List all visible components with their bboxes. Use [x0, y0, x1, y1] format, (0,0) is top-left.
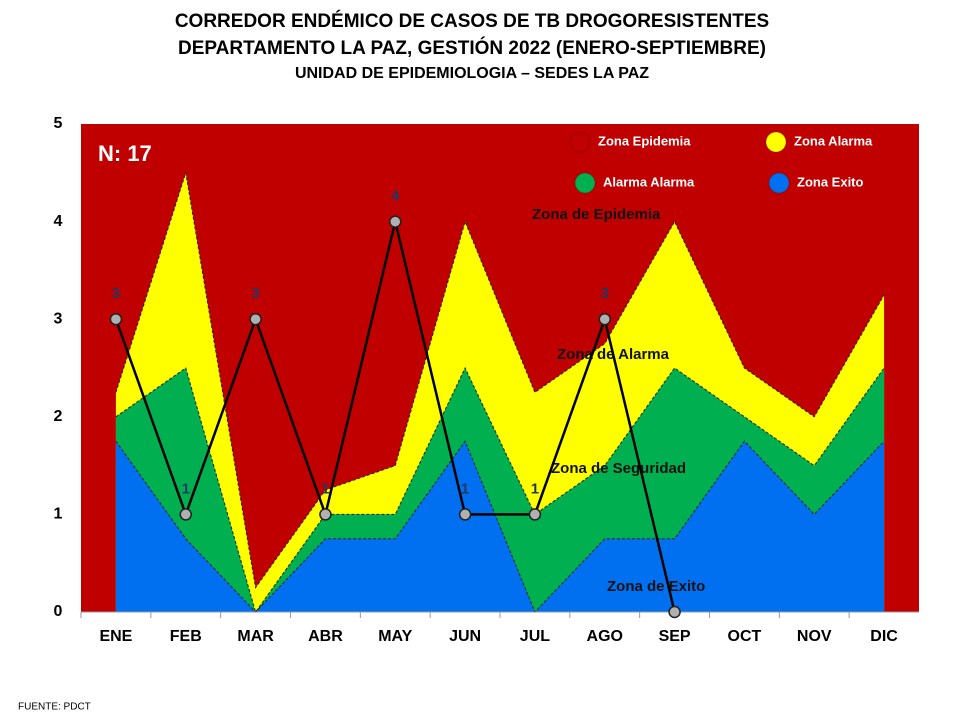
x-tick-label: AGO: [587, 628, 623, 645]
zone-border: [115, 366, 885, 614]
data-label: 4: [391, 188, 400, 205]
x-tick-label: ENE: [99, 628, 132, 645]
point: [528, 508, 542, 521]
annotation: Zona de Exito: [607, 578, 705, 595]
x-tick-label: NOV: [797, 628, 832, 645]
y-tick-label: 4: [54, 213, 63, 230]
legend-label: Alarma Alarma: [603, 174, 695, 189]
point: [179, 508, 192, 521]
x-tick-label: MAY: [378, 628, 412, 645]
chart-title: CORREDOR ENDÉMICO DE CASOS DE TB DROGORE…: [175, 10, 769, 32]
legend-label: Zona Epidemia: [598, 133, 691, 148]
annotation: Zona de Epidemia: [532, 206, 661, 223]
zone-border: [115, 172, 885, 589]
x-tick-label: MAR: [237, 628, 274, 645]
data-label: 3: [601, 285, 609, 302]
data-label: 3: [251, 285, 259, 302]
x-tick-label: FEB: [170, 628, 202, 645]
y-tick-label: 2: [54, 408, 63, 425]
y-tick-label: 0: [54, 603, 63, 620]
point: [109, 312, 123, 326]
chart-subtitle: UNIDAD DE EPIDEMIOLOGIA – SEDES LA PAZ: [295, 65, 649, 82]
data-label: 1: [531, 480, 539, 497]
point: [668, 605, 681, 619]
data-label: 1: [461, 480, 469, 497]
legend-label: Zona Alarma: [794, 133, 873, 148]
x-tick-label: OCT: [728, 628, 762, 645]
point: [389, 215, 402, 228]
legend-swatch: [574, 172, 596, 194]
y-tick-label: 5: [54, 115, 63, 132]
data-label: 3: [112, 285, 120, 302]
y-tick-label: 1: [54, 506, 63, 523]
data-label: 1: [321, 480, 329, 497]
annotation: Zona de Seguridad: [551, 460, 686, 477]
x-tick-label: DIC: [870, 628, 898, 645]
y-tick-label: 3: [54, 310, 63, 327]
point: [598, 312, 611, 326]
x-tick-label: ABR: [308, 628, 343, 645]
legend-swatch: [569, 131, 591, 153]
source: FUENTE: PDCT: [18, 702, 91, 713]
chart-title: DEPARTAMENTO LA PAZ, GESTIÓN 2022 (ENERO…: [178, 37, 766, 59]
x-tick-label: JUL: [520, 628, 550, 645]
point: [458, 508, 472, 521]
point: [249, 312, 262, 326]
point: [319, 508, 332, 521]
zone-area: [115, 441, 885, 612]
data-label: 1: [182, 480, 190, 497]
count-label: N: 17: [98, 141, 152, 166]
x-tick-label: JUN: [449, 628, 481, 645]
x-tick-label: SEP: [659, 628, 691, 645]
legend-label: Zona Exito: [797, 174, 864, 189]
legend-swatch: [768, 172, 790, 194]
legend-swatch: [765, 131, 787, 153]
